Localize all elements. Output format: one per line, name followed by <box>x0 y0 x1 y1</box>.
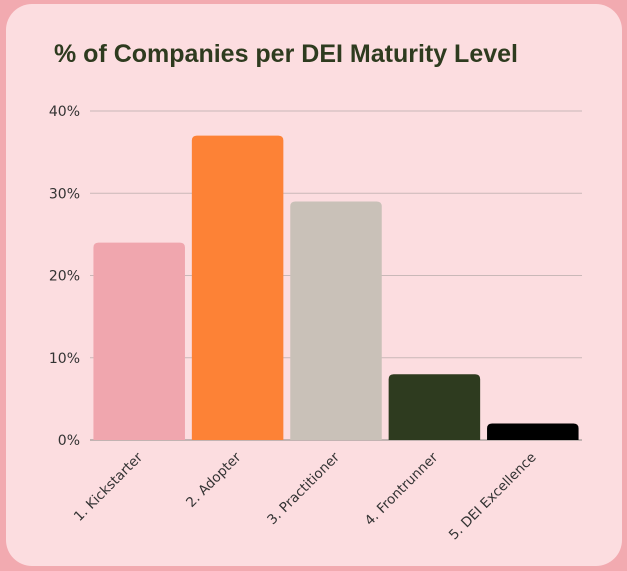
x-axis-labels: 1. Kickstarter 2. Adopter 3. Practitioner 4… <box>71 449 540 543</box>
bar <box>93 242 185 440</box>
x-category-label: 4. Frontrunner <box>362 449 442 529</box>
chart-title: % of Companies per DEI Maturity Level <box>54 40 518 68</box>
y-tick-label: 20% <box>49 269 80 285</box>
bar <box>290 201 382 440</box>
y-axis-ticks: 0% 10% 20% 30% 40% <box>49 104 80 449</box>
y-tick-label: 30% <box>49 186 80 202</box>
bars <box>93 135 579 441</box>
bar <box>388 374 481 440</box>
x-category-label: 3. Practitioner <box>264 449 343 528</box>
bar <box>191 135 284 441</box>
y-tick-label: 40% <box>49 104 80 120</box>
y-tick-label: 10% <box>49 351 80 367</box>
x-category-label: 1. Kickstarter <box>71 449 146 524</box>
x-category-label: 5. DEI Excellence <box>446 450 540 544</box>
x-category-label: 2. Adopter <box>183 449 245 511</box>
y-tick-label: 0% <box>58 433 80 449</box>
bar <box>487 423 579 440</box>
